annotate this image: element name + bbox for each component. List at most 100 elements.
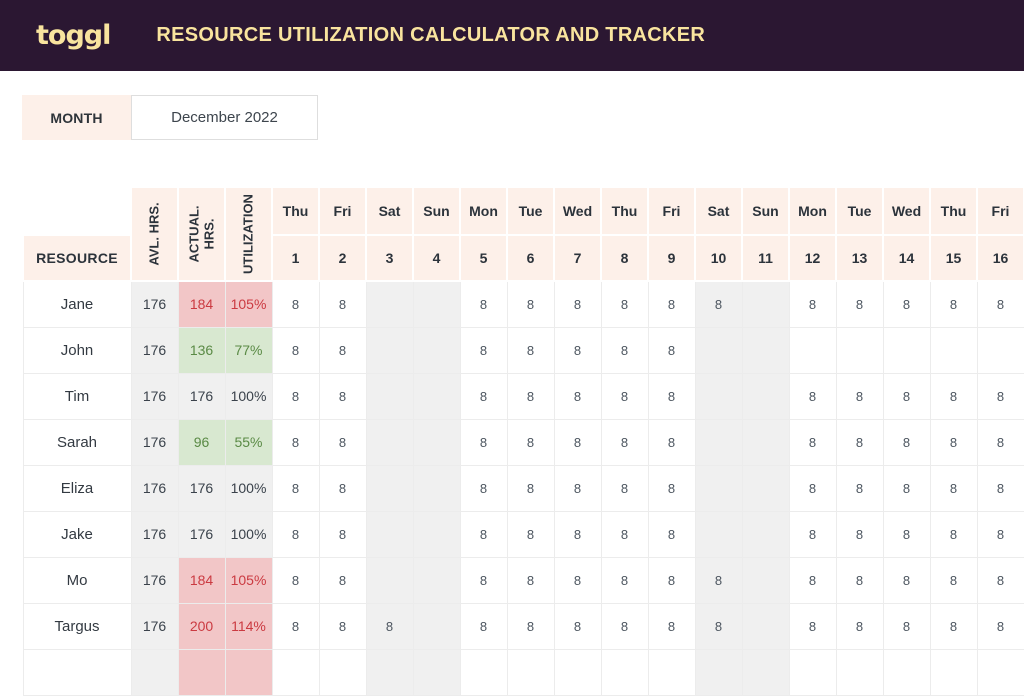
hours-cell[interactable]: 8 — [459, 372, 508, 420]
hours-cell[interactable] — [882, 648, 931, 696]
hours-cell[interactable] — [365, 326, 414, 374]
hours-cell[interactable]: 8 — [600, 510, 649, 558]
hours-cell[interactable] — [976, 326, 1024, 374]
hours-cell[interactable]: 8 — [882, 510, 931, 558]
hours-cell[interactable] — [365, 418, 414, 466]
hours-cell[interactable]: 8 — [506, 556, 555, 604]
hours-cell[interactable]: 8 — [600, 464, 649, 512]
hours-cell[interactable]: 8 — [459, 556, 508, 604]
hours-cell[interactable]: 8 — [553, 418, 602, 466]
hours-cell[interactable]: 8 — [976, 602, 1024, 650]
hours-cell[interactable]: 8 — [553, 372, 602, 420]
hours-cell[interactable] — [365, 372, 414, 420]
hours-cell[interactable] — [365, 648, 414, 696]
available-hours-cell[interactable]: 176 — [130, 602, 179, 650]
hours-cell[interactable]: 8 — [553, 510, 602, 558]
hours-cell[interactable] — [929, 326, 978, 374]
hours-cell[interactable]: 8 — [459, 418, 508, 466]
hours-cell[interactable] — [365, 280, 414, 328]
hours-cell[interactable] — [553, 648, 602, 696]
hours-cell[interactable]: 8 — [318, 602, 367, 650]
hours-cell[interactable]: 8 — [318, 464, 367, 512]
available-hours-cell[interactable]: 176 — [130, 510, 179, 558]
hours-cell[interactable]: 8 — [647, 464, 696, 512]
utilization-cell[interactable]: 105% — [224, 556, 273, 604]
hours-cell[interactable]: 8 — [835, 418, 884, 466]
hours-cell[interactable] — [835, 326, 884, 374]
hours-cell[interactable]: 8 — [929, 556, 978, 604]
hours-cell[interactable] — [741, 556, 790, 604]
hours-cell[interactable] — [694, 510, 743, 558]
hours-cell[interactable]: 8 — [882, 280, 931, 328]
hours-cell[interactable]: 8 — [318, 556, 367, 604]
hours-cell[interactable]: 8 — [929, 602, 978, 650]
available-hours-cell[interactable]: 176 — [130, 280, 179, 328]
hours-cell[interactable] — [412, 648, 461, 696]
hours-cell[interactable] — [412, 372, 461, 420]
hours-cell[interactable]: 8 — [318, 326, 367, 374]
hours-cell[interactable]: 8 — [882, 418, 931, 466]
hours-cell[interactable]: 8 — [882, 464, 931, 512]
hours-cell[interactable]: 8 — [318, 418, 367, 466]
hours-cell[interactable]: 8 — [882, 372, 931, 420]
hours-cell[interactable]: 8 — [647, 372, 696, 420]
hours-cell[interactable] — [741, 648, 790, 696]
hours-cell[interactable]: 8 — [600, 372, 649, 420]
hours-cell[interactable]: 8 — [835, 372, 884, 420]
month-value-dropdown[interactable]: December 2022 — [131, 95, 318, 140]
utilization-cell[interactable]: 114% — [224, 602, 273, 650]
hours-cell[interactable]: 8 — [929, 280, 978, 328]
hours-cell[interactable]: 8 — [788, 280, 837, 328]
hours-cell[interactable]: 8 — [694, 602, 743, 650]
hours-cell[interactable]: 8 — [976, 280, 1024, 328]
hours-cell[interactable]: 8 — [271, 510, 320, 558]
hours-cell[interactable] — [694, 326, 743, 374]
hours-cell[interactable]: 8 — [553, 326, 602, 374]
hours-cell[interactable]: 8 — [788, 510, 837, 558]
hours-cell[interactable]: 8 — [976, 556, 1024, 604]
hours-cell[interactable] — [365, 556, 414, 604]
hours-cell[interactable]: 8 — [553, 280, 602, 328]
actual-hours-cell[interactable]: 184 — [177, 280, 226, 328]
hours-cell[interactable] — [741, 464, 790, 512]
hours-cell[interactable] — [835, 648, 884, 696]
hours-cell[interactable]: 8 — [459, 464, 508, 512]
hours-cell[interactable] — [647, 648, 696, 696]
hours-cell[interactable] — [882, 326, 931, 374]
hours-cell[interactable]: 8 — [929, 372, 978, 420]
hours-cell[interactable]: 8 — [788, 372, 837, 420]
utilization-cell[interactable]: 55% — [224, 418, 273, 466]
actual-hours-cell[interactable]: 176 — [177, 510, 226, 558]
actual-hours-cell[interactable]: 136 — [177, 326, 226, 374]
available-hours-cell[interactable]: 176 — [130, 326, 179, 374]
actual-hours-cell[interactable]: 176 — [177, 372, 226, 420]
hours-cell[interactable]: 8 — [506, 326, 555, 374]
hours-cell[interactable]: 8 — [788, 464, 837, 512]
hours-cell[interactable]: 8 — [600, 556, 649, 604]
hours-cell[interactable] — [600, 648, 649, 696]
utilization-cell[interactable]: 105% — [224, 280, 273, 328]
available-hours-cell[interactable]: 176 — [130, 418, 179, 466]
hours-cell[interactable]: 8 — [271, 280, 320, 328]
hours-cell[interactable]: 8 — [600, 280, 649, 328]
hours-cell[interactable] — [788, 648, 837, 696]
resource-name-cell[interactable]: Tim — [22, 372, 132, 420]
actual-hours-cell[interactable]: 200 — [177, 602, 226, 650]
hours-cell[interactable]: 8 — [271, 602, 320, 650]
hours-cell[interactable]: 8 — [600, 326, 649, 374]
hours-cell[interactable]: 8 — [271, 326, 320, 374]
hours-cell[interactable] — [741, 602, 790, 650]
hours-cell[interactable]: 8 — [506, 372, 555, 420]
hours-cell[interactable] — [929, 648, 978, 696]
hours-cell[interactable] — [788, 326, 837, 374]
hours-cell[interactable]: 8 — [976, 372, 1024, 420]
hours-cell[interactable]: 8 — [694, 280, 743, 328]
hours-cell[interactable]: 8 — [506, 602, 555, 650]
hours-cell[interactable] — [365, 464, 414, 512]
actual-hours-cell[interactable] — [177, 648, 226, 696]
hours-cell[interactable]: 8 — [553, 464, 602, 512]
hours-cell[interactable]: 8 — [788, 602, 837, 650]
hours-cell[interactable] — [741, 510, 790, 558]
hours-cell[interactable]: 8 — [459, 326, 508, 374]
utilization-cell[interactable]: 100% — [224, 510, 273, 558]
